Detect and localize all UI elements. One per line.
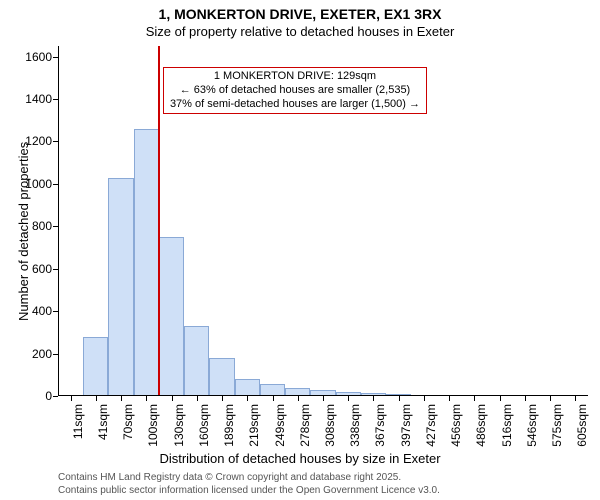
- y-tick-label: 1400: [25, 92, 58, 106]
- footer-line-1: Contains HM Land Registry data © Crown c…: [58, 472, 440, 485]
- x-tick-label: 219sqm: [247, 404, 261, 447]
- chart-title: 1, MONKERTON DRIVE, EXETER, EX1 3RX: [0, 6, 600, 22]
- x-tick-label: 427sqm: [424, 404, 438, 447]
- x-tick-mark: [247, 396, 248, 401]
- histogram-bar: [159, 237, 184, 396]
- x-tick-label: 11sqm: [71, 404, 85, 439]
- x-tick-mark: [449, 396, 450, 401]
- y-tick-label: 600: [32, 262, 58, 276]
- x-tick-label: 338sqm: [348, 404, 362, 447]
- y-tick-label: 1000: [25, 177, 58, 191]
- x-tick-label: 486sqm: [474, 404, 488, 447]
- x-tick-mark: [172, 396, 173, 401]
- histogram-bar: [235, 379, 260, 396]
- histogram-bar: [83, 337, 108, 396]
- annotation-box: 1 MONKERTON DRIVE: 129sqm ← 63% of detac…: [163, 67, 427, 114]
- x-tick-mark: [550, 396, 551, 401]
- x-tick-mark: [348, 396, 349, 401]
- y-tick-label: 800: [32, 219, 58, 233]
- plot-area: 1 MONKERTON DRIVE: 129sqm ← 63% of detac…: [58, 46, 588, 396]
- x-tick-label: 249sqm: [273, 404, 287, 447]
- footer-line-2: Contains public sector information licen…: [58, 485, 440, 498]
- annotation-line-3: 37% of semi-detached houses are larger (…: [170, 98, 420, 112]
- histogram-bar: [184, 326, 209, 396]
- x-tick-label: 575sqm: [550, 404, 564, 447]
- x-tick-mark: [197, 396, 198, 401]
- chart-subtitle: Size of property relative to detached ho…: [0, 24, 600, 39]
- x-tick-mark: [525, 396, 526, 401]
- x-tick-mark: [96, 396, 97, 401]
- x-tick-label: 308sqm: [323, 404, 337, 447]
- x-tick-mark: [575, 396, 576, 401]
- footer-attribution: Contains HM Land Registry data © Crown c…: [58, 472, 440, 497]
- x-tick-label: 456sqm: [449, 404, 463, 447]
- histogram-bar: [108, 178, 133, 396]
- x-tick-mark: [500, 396, 501, 401]
- y-tick-label: 400: [32, 304, 58, 318]
- y-tick-label: 0: [45, 389, 58, 403]
- y-tick-label: 200: [32, 347, 58, 361]
- x-axis-label: Distribution of detached houses by size …: [0, 451, 600, 466]
- x-tick-mark: [146, 396, 147, 401]
- x-tick-label: 189sqm: [222, 404, 236, 447]
- x-tick-label: 367sqm: [373, 404, 387, 447]
- histogram-bar: [209, 358, 234, 396]
- annotation-line-1: 1 MONKERTON DRIVE: 129sqm: [170, 70, 420, 84]
- x-tick-label: 41sqm: [96, 404, 110, 440]
- x-tick-label: 100sqm: [146, 404, 160, 447]
- x-tick-mark: [121, 396, 122, 401]
- y-axis-line: [58, 46, 59, 396]
- x-tick-label: 605sqm: [575, 404, 589, 447]
- x-tick-mark: [298, 396, 299, 401]
- x-tick-mark: [424, 396, 425, 401]
- y-tick-label: 1600: [25, 50, 58, 64]
- x-tick-label: 160sqm: [197, 404, 211, 447]
- reference-line: [158, 46, 160, 396]
- x-tick-label: 546sqm: [525, 404, 539, 447]
- x-tick-label: 130sqm: [172, 404, 186, 447]
- property-size-chart: 1, MONKERTON DRIVE, EXETER, EX1 3RX Size…: [0, 0, 600, 500]
- x-tick-label: 70sqm: [121, 404, 135, 440]
- x-tick-mark: [222, 396, 223, 401]
- x-tick-mark: [399, 396, 400, 401]
- x-tick-mark: [323, 396, 324, 401]
- x-tick-label: 397sqm: [399, 404, 413, 447]
- x-tick-label: 516sqm: [500, 404, 514, 447]
- x-tick-mark: [474, 396, 475, 401]
- histogram-bar: [134, 129, 159, 396]
- y-axis-label: Number of detached properties: [16, 142, 31, 321]
- x-tick-label: 278sqm: [298, 404, 312, 447]
- y-tick-label: 1200: [25, 134, 58, 148]
- x-tick-mark: [71, 396, 72, 401]
- x-tick-mark: [373, 396, 374, 401]
- annotation-line-2: ← 63% of detached houses are smaller (2,…: [170, 84, 420, 98]
- x-tick-mark: [273, 396, 274, 401]
